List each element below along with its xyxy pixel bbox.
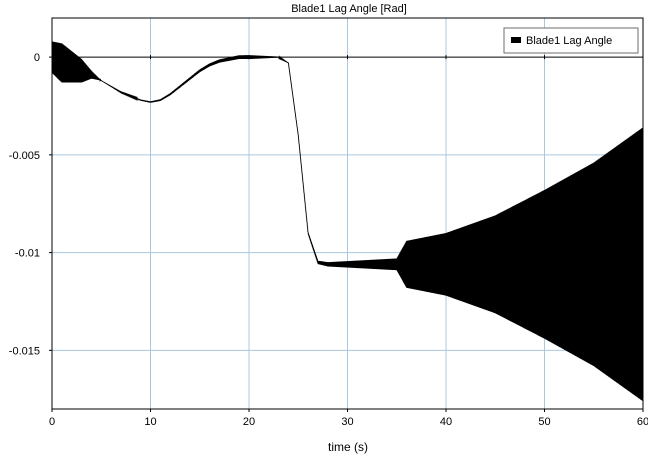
- x-tick-label: 60: [637, 416, 648, 428]
- x-tick-label: 0: [49, 416, 55, 428]
- series-line-blade1-lag-angle: [51, 41, 644, 402]
- y-tick-label: -0.01: [15, 248, 40, 260]
- x-tick-label: 20: [243, 416, 255, 428]
- legend: Blade1 Lag Angle: [503, 27, 639, 54]
- series-layer: [51, 41, 644, 402]
- x-tick-label: 30: [341, 416, 353, 428]
- x-tick-label: 50: [538, 416, 550, 428]
- x-tick-label: 40: [440, 416, 452, 428]
- legend-label: Blade1 Lag Angle: [526, 35, 612, 47]
- ticks-layer: 0 10 20 30 40 50 60 0 -0.005 -0.01 -0.015: [9, 52, 648, 428]
- x-axis-title: time (s): [328, 440, 368, 454]
- chart-title: Blade1 Lag Angle [Rad]: [291, 3, 407, 15]
- y-tick-label: -0.005: [9, 150, 40, 162]
- legend-box: [503, 27, 639, 54]
- y-tick-label: -0.015: [9, 345, 40, 357]
- x-tick-label: 10: [144, 416, 156, 428]
- y-tick-label: 0: [34, 52, 40, 64]
- legend-swatch: [511, 37, 521, 43]
